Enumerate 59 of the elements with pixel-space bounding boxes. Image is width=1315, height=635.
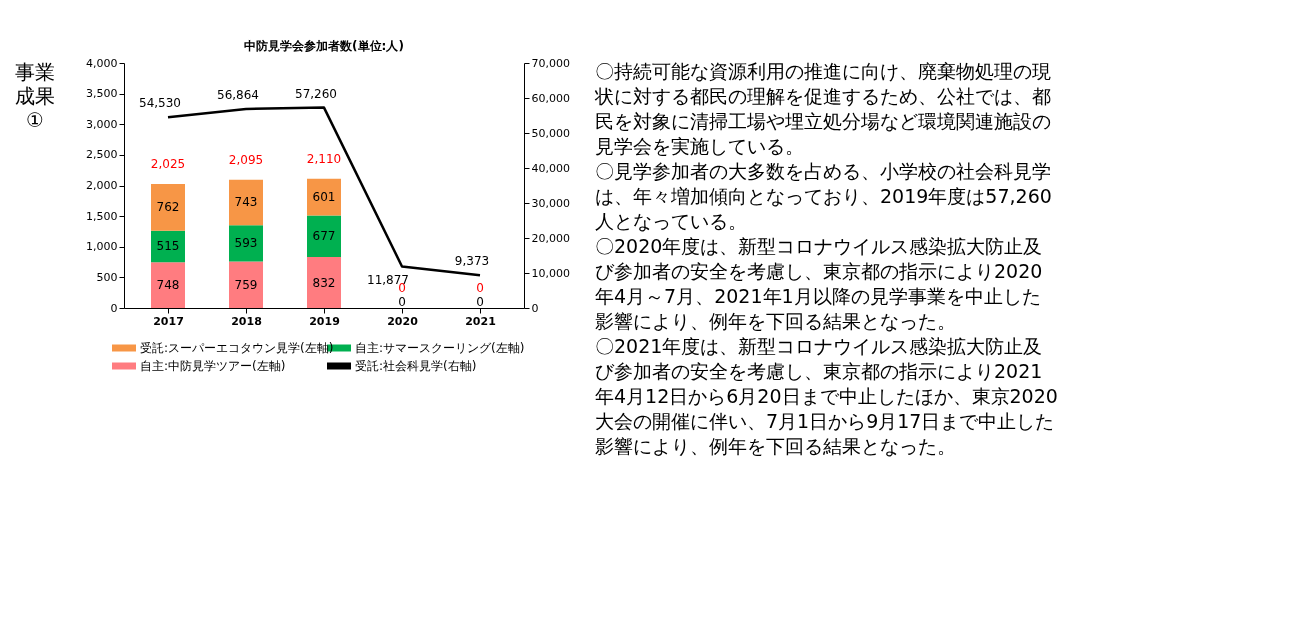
bar [229, 179, 263, 226]
y2-tick-label: 40,000 [531, 161, 570, 175]
text: 〇2021年度は、新型コロナウイルス感染拡大防止及び参加者の安全を考慮し、東京都の指示により2021年4月12日から6月20日まで中止したほか、東京2020大会の開催に伴い、7月1日から9月17日まで中止した影響により、例年を下回る結果となった。 [595, 335, 1058, 457]
legend-label: 自主:サマースクーリング(左軸) [355, 341, 525, 355]
y-tick-label: 500 [96, 270, 118, 284]
x-tick-label: 2021 [465, 314, 496, 328]
data-label: 57,260 [295, 86, 337, 101]
data-label: 515 [156, 239, 180, 254]
total-label: 2,025 [150, 156, 186, 171]
bar [151, 183, 185, 231]
bar [307, 257, 341, 308]
y-tick-label: 1,000 [86, 240, 118, 254]
x-tick-label: 2017 [153, 314, 184, 328]
data-label: 832 [312, 275, 336, 290]
data-label: 677 [312, 229, 336, 244]
y-tick-label: 1,500 [86, 209, 118, 223]
bar [307, 215, 341, 258]
y-tick-label: 2,500 [86, 148, 118, 162]
data-label: 56,864 [217, 87, 259, 102]
data-label: 762 [156, 200, 180, 215]
bar [307, 178, 341, 216]
text: 〇見学参加者の大多数を占める、小学校の社会科見学は、年々増加傾向となっており、2019年度は57,260人となっている。 [595, 160, 1052, 232]
total-label: 0 [476, 295, 484, 309]
y2-tick-label: 0 [531, 301, 539, 315]
total-label: 2,095 [228, 152, 264, 167]
legend-label: 受託:社会科見学(右軸) [355, 359, 477, 373]
y2-tick-label: 30,000 [531, 196, 570, 210]
x-tick-label: 2020 [387, 314, 419, 328]
y2-tick-label: 10,000 [531, 266, 570, 280]
y2-tick-label: 70,000 [531, 56, 570, 70]
total-label: 0 [398, 295, 406, 309]
data-label: 601 [312, 190, 336, 205]
bar [229, 225, 263, 262]
data-label: 593 [234, 236, 258, 251]
y-tick-label: 0 [110, 301, 118, 315]
legend-label: 自主:中防見学ツアー(左軸) [140, 359, 286, 373]
legend-label: 受託:スーパーエコタウン見学(左軸) [140, 341, 334, 355]
text: 事業成果① [15, 60, 55, 132]
bar [229, 261, 263, 308]
data-label: 759 [234, 277, 258, 292]
text: 〇2020年度は、新型コロナウイルス感染拡大防止及び参加者の安全を考慮し、東京都の指示により2020年4月～7月、2021年1月以降の見学事業を中止した影響により、例年を下回る結果となった。 [595, 235, 1043, 332]
x-tick-label: 2018 [231, 314, 262, 328]
data-label: 0 [476, 281, 484, 295]
y-tick-label: 3,000 [86, 117, 118, 131]
data-label: 54,530 [139, 96, 181, 111]
y-tick-label: 2,000 [86, 179, 118, 192]
y2-tick-label: 50,000 [531, 126, 570, 140]
y-tick-label: 4,000 [86, 56, 118, 70]
data-label: 743 [234, 195, 258, 210]
y2-tick-label: 60,000 [531, 91, 570, 105]
data-label: 748 [156, 278, 180, 293]
y-tick-label: 3,500 [86, 87, 118, 101]
data-label: 9,373 [454, 254, 490, 269]
text: 〇持続可能な資源利用の推進に向け、廃棄物処理の現状に対する都民の理解を促進するため、公社では、都民を対象に清掃工場や埋立処分場など環境関連施設の見学会を実施している。 [594, 60, 1051, 157]
bar [151, 262, 185, 308]
chart-title: 中防見学会参加者数(単位:人) [244, 39, 404, 53]
total-label: 2,110 [306, 151, 342, 166]
y2-tick-label: 20,000 [531, 231, 570, 245]
x-tick-label: 2019 [309, 314, 340, 328]
